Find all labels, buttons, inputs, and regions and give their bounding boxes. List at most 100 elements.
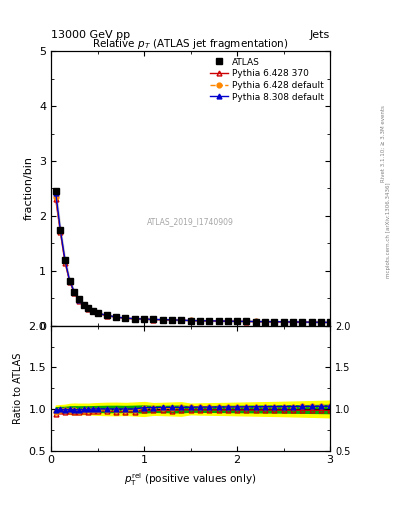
Pythia 8.308 default (309, 319, 314, 325)
ATLAS (123, 315, 128, 321)
Pythia 8.308 default (281, 319, 286, 325)
ATLAS (198, 318, 202, 324)
ATLAS (170, 317, 174, 323)
Pythia 8.308 default (95, 310, 100, 316)
Pythia 6.428 370 (235, 318, 239, 325)
Pythia 6.428 370 (123, 315, 128, 322)
ATLAS (253, 318, 258, 325)
ATLAS (53, 188, 58, 194)
ATLAS (216, 318, 221, 324)
ATLAS (91, 308, 95, 314)
ATLAS (272, 319, 277, 325)
Line: Pythia 6.428 default: Pythia 6.428 default (53, 194, 332, 325)
Pythia 6.428 default (328, 319, 332, 326)
Pythia 6.428 370 (188, 317, 193, 324)
X-axis label: $p_{\rm T}^{\rm rel}$ (positive values only): $p_{\rm T}^{\rm rel}$ (positive values o… (125, 471, 257, 488)
Y-axis label: Ratio to ATLAS: Ratio to ATLAS (13, 352, 23, 424)
Pythia 8.308 default (63, 258, 68, 264)
ATLAS (105, 312, 109, 318)
Pythia 6.428 370 (198, 318, 202, 324)
ATLAS (244, 318, 249, 325)
Pythia 8.308 default (300, 319, 305, 325)
ATLAS (207, 318, 211, 324)
Pythia 6.428 default (86, 305, 91, 311)
Pythia 8.308 default (235, 318, 239, 324)
Pythia 6.428 370 (300, 319, 305, 325)
Pythia 6.428 default (58, 228, 63, 234)
ATLAS (290, 319, 295, 325)
Pythia 6.428 370 (263, 318, 267, 325)
Line: ATLAS: ATLAS (53, 188, 333, 325)
ATLAS (67, 278, 72, 284)
Pythia 6.428 370 (114, 314, 119, 321)
Pythia 6.428 370 (53, 197, 58, 203)
Pythia 6.428 default (281, 319, 286, 325)
ATLAS (263, 318, 267, 325)
ATLAS (58, 227, 63, 233)
Pythia 6.428 370 (170, 317, 174, 323)
Pythia 6.428 370 (179, 317, 184, 324)
Pythia 8.308 default (226, 318, 230, 324)
Pythia 6.428 default (132, 316, 137, 322)
ATLAS (300, 319, 305, 325)
Pythia 6.428 default (123, 315, 128, 321)
Pythia 6.428 default (63, 258, 68, 264)
ATLAS (188, 317, 193, 324)
Pythia 8.308 default (151, 316, 156, 323)
Text: Jets: Jets (310, 30, 330, 40)
Text: 13000 GeV pp: 13000 GeV pp (51, 30, 130, 40)
Pythia 6.428 default (244, 318, 249, 325)
Pythia 6.428 370 (91, 308, 95, 314)
Line: Pythia 8.308 default: Pythia 8.308 default (53, 190, 332, 325)
Pythia 6.428 default (114, 314, 119, 320)
Pythia 8.308 default (263, 318, 267, 325)
ATLAS (318, 319, 323, 326)
Pythia 8.308 default (105, 312, 109, 318)
Pythia 6.428 default (226, 318, 230, 324)
Pythia 6.428 370 (72, 290, 77, 296)
ATLAS (179, 317, 184, 324)
Pythia 6.428 default (91, 308, 95, 314)
Pythia 6.428 370 (226, 318, 230, 324)
Pythia 6.428 default (53, 194, 58, 200)
Pythia 8.308 default (207, 318, 211, 324)
Text: ATLAS_2019_I1740909: ATLAS_2019_I1740909 (147, 217, 234, 226)
Pythia 6.428 default (179, 317, 184, 323)
Pythia 6.428 default (290, 319, 295, 325)
Pythia 6.428 default (263, 318, 267, 325)
Pythia 6.428 default (235, 318, 239, 324)
Pythia 6.428 default (95, 310, 100, 316)
Pythia 8.308 default (244, 318, 249, 325)
Pythia 6.428 default (309, 319, 314, 325)
ATLAS (226, 318, 230, 324)
Pythia 8.308 default (272, 318, 277, 325)
Pythia 8.308 default (179, 317, 184, 323)
Pythia 6.428 default (105, 312, 109, 318)
ATLAS (95, 310, 100, 316)
Pythia 6.428 default (207, 318, 211, 324)
Pythia 6.428 370 (290, 319, 295, 325)
ATLAS (72, 289, 77, 295)
Pythia 6.428 370 (207, 318, 211, 324)
Pythia 8.308 default (67, 278, 72, 284)
Y-axis label: fraction/bin: fraction/bin (24, 157, 33, 221)
ATLAS (281, 319, 286, 325)
ATLAS (63, 257, 68, 263)
Pythia 8.308 default (328, 319, 332, 326)
ATLAS (142, 316, 147, 322)
Pythia 6.428 370 (151, 316, 156, 323)
Pythia 6.428 default (318, 319, 323, 325)
Pythia 6.428 default (188, 317, 193, 324)
ATLAS (328, 319, 332, 326)
Line: Pythia 6.428 370: Pythia 6.428 370 (53, 197, 332, 325)
Pythia 8.308 default (170, 317, 174, 323)
Pythia 6.428 default (170, 317, 174, 323)
Pythia 6.428 370 (272, 319, 277, 325)
Pythia 8.308 default (72, 289, 77, 295)
Pythia 8.308 default (160, 316, 165, 323)
Pythia 8.308 default (132, 315, 137, 322)
Pythia 8.308 default (253, 318, 258, 325)
Pythia 8.308 default (142, 316, 147, 322)
Pythia 6.428 370 (160, 317, 165, 323)
Pythia 8.308 default (53, 190, 58, 196)
